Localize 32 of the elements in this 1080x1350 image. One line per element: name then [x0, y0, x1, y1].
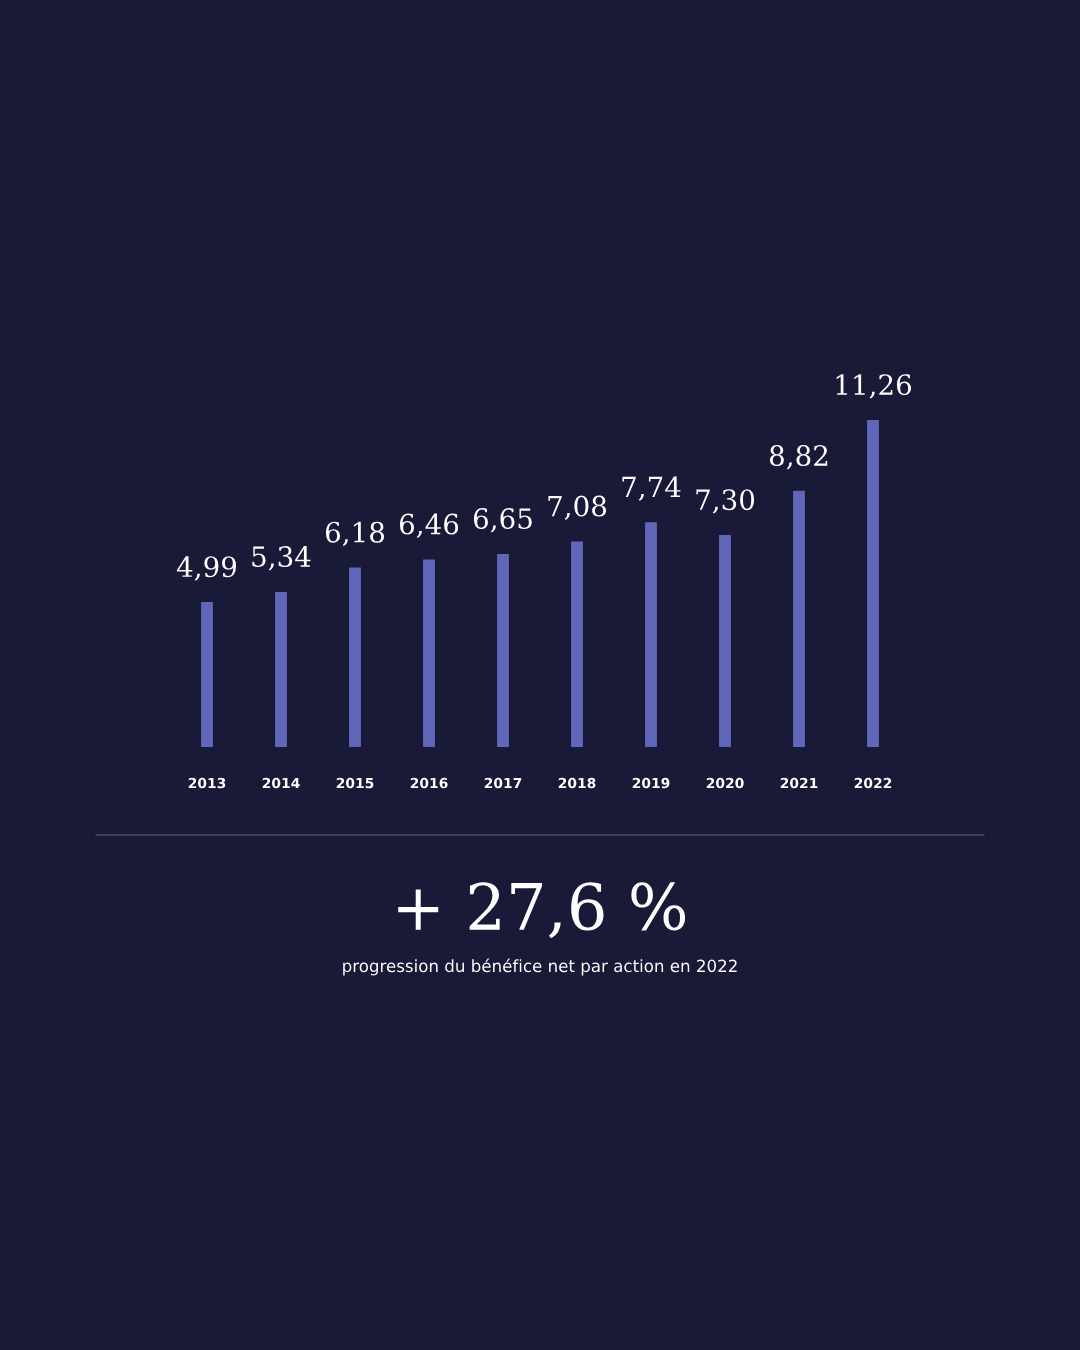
x-tick-label: 2016 [410, 777, 448, 789]
x-tick-label: 2014 [262, 777, 300, 789]
data-label: 7,08 [548, 495, 607, 520]
bar [719, 535, 731, 747]
bar [793, 490, 805, 747]
data-label: 6,46 [399, 513, 459, 538]
x-tick-label: 2018 [558, 777, 596, 789]
bar [349, 567, 361, 747]
bar [867, 420, 879, 747]
data-label: 4,99 [176, 556, 237, 581]
x-tick-label: 2020 [706, 777, 744, 789]
data-label: 8,82 [769, 445, 828, 470]
x-tick-label: 2013 [188, 777, 226, 789]
bar [645, 522, 657, 747]
x-tick-label: 2019 [632, 777, 670, 789]
data-label: 7,30 [696, 489, 755, 514]
data-label: 11,26 [836, 374, 912, 399]
data-label: 6,65 [473, 508, 532, 533]
bar [423, 559, 435, 747]
x-tick-label: 2015 [336, 777, 374, 789]
bar [497, 553, 509, 747]
text: + 27,6 % [398, 882, 686, 939]
text: progression du bénéfice net par action en 2022 [343, 958, 737, 976]
data-label: 7,74 [622, 476, 681, 501]
x-tick-label: 2021 [780, 777, 818, 789]
data-label: 5,34 [252, 546, 311, 571]
x-tick-label: 2017 [484, 777, 522, 789]
bar [571, 541, 583, 747]
data-label: 6,18 [325, 521, 385, 547]
bar [201, 602, 213, 747]
x-tick-label: 2022 [854, 777, 892, 789]
bar [275, 591, 287, 747]
